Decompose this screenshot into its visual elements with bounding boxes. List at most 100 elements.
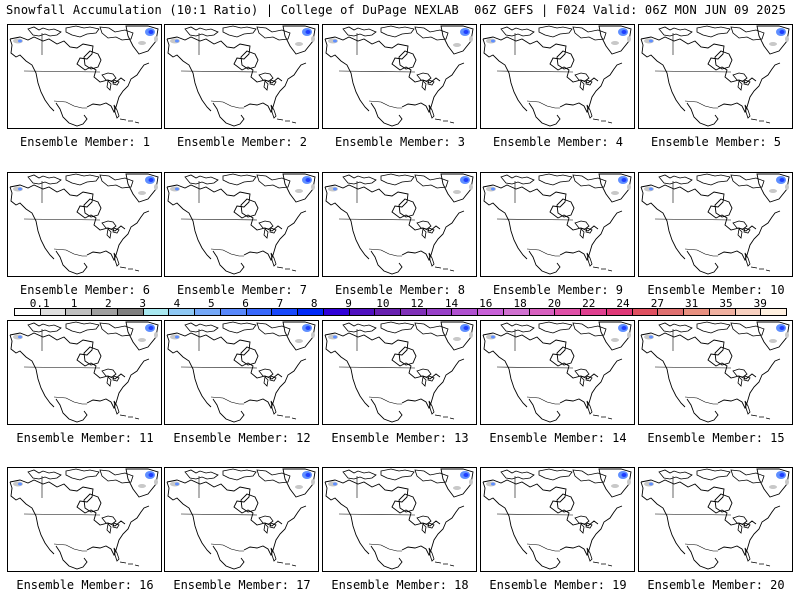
arctic-island: [27, 322, 62, 333]
snowfall-greenland-heavy: [779, 178, 785, 182]
snowfall-greenland-heavy: [463, 30, 469, 34]
ensemble-member-map: [322, 467, 477, 572]
northern-coastline: [324, 479, 441, 527]
us-canada-border: [180, 366, 258, 369]
us-canada-border: [180, 513, 258, 516]
colorbar-swatch: [245, 308, 273, 316]
snowfall-greenland-light: [469, 332, 473, 338]
snowfall-alaska-moderate: [491, 187, 495, 191]
hudson-bay: [240, 198, 259, 218]
snowfall-alaska-moderate: [18, 187, 22, 191]
ensemble-member-map: [322, 24, 477, 129]
colorbar-tick-label: 20: [547, 297, 562, 310]
arctic-island: [414, 174, 449, 189]
snowfall-greenland-heavy: [621, 30, 627, 34]
us-canada-border: [23, 218, 101, 221]
arctic-island: [222, 321, 257, 334]
florida: [113, 400, 120, 415]
ensemble-member-label: Ensemble Member: 17: [173, 578, 311, 592]
hudson-bay: [556, 198, 575, 218]
florida: [428, 252, 435, 267]
snowfall-greenland-light: [769, 485, 777, 489]
colorbar-tick-label: 35: [719, 297, 733, 310]
snowfall-alaska-moderate: [18, 39, 22, 43]
mexico-coastline: [55, 398, 88, 423]
snowfall-alaska-moderate: [18, 335, 22, 339]
ensemble-member-map: [7, 467, 162, 572]
greenland-outline: [598, 468, 632, 498]
northern-coastline: [482, 332, 599, 380]
great-lakes: [732, 515, 751, 534]
snowfall-alaska-moderate: [491, 335, 495, 339]
snowfall-greenland-light: [627, 36, 631, 42]
arctic-island: [658, 469, 693, 480]
snowfall-greenland-heavy: [779, 473, 785, 477]
hudson-bay: [240, 50, 259, 70]
mexico-coastline: [528, 250, 561, 275]
ensemble-member-label: Ensemble Member: 18: [331, 578, 469, 592]
east-coastline: [243, 505, 307, 557]
snowfall-greenland-light: [785, 184, 789, 190]
snowfall-greenland-light: [769, 339, 777, 343]
snowfall-greenland-light: [311, 332, 315, 338]
arctic-island: [27, 469, 62, 480]
snowfall-alaska-moderate: [175, 335, 179, 339]
east-coastline: [86, 358, 150, 410]
ensemble-member-label: Ensemble Member: 15: [647, 431, 785, 445]
us-mexico-border: [210, 248, 244, 257]
snowfall-greenland-light: [785, 36, 789, 42]
caribbean-islands: [276, 266, 297, 272]
arctic-island: [538, 25, 573, 38]
great-lakes: [574, 368, 593, 387]
caribbean-islands: [119, 118, 140, 124]
ensemble-member-label: Ensemble Member: 11: [16, 431, 154, 445]
us-mexico-border: [684, 248, 718, 257]
model-run-info: 06Z GEFS | F024 Valid: 06Z MON JUN 09 20…: [474, 3, 786, 17]
arctic-island: [500, 26, 535, 37]
snowfall-greenland-heavy: [148, 30, 154, 34]
mexico-coastline: [212, 398, 245, 423]
colorbar-tick-label: 1: [70, 297, 78, 310]
us-canada-border: [23, 366, 101, 369]
north-america-map: [9, 25, 159, 127]
us-canada-border: [496, 513, 574, 516]
arctic-island: [380, 173, 415, 186]
arctic-island: [572, 322, 607, 337]
snowfall-greenland-light: [154, 36, 158, 42]
us-mexico-border: [684, 100, 718, 109]
great-lakes: [101, 72, 120, 91]
mexico-coastline: [370, 398, 403, 423]
great-lakes: [258, 72, 277, 91]
snowfall-greenland-light: [138, 41, 146, 45]
hudson-bay: [398, 50, 417, 70]
arctic-island: [538, 468, 573, 481]
ensemble-member-map: [322, 320, 477, 425]
snowfall-greenland-light: [295, 189, 303, 193]
east-coastline: [559, 210, 623, 262]
florida: [586, 400, 593, 415]
caribbean-islands: [119, 414, 140, 420]
north-america-map: [324, 321, 474, 423]
arctic-island: [184, 174, 219, 185]
snowfall-greenland-heavy: [305, 30, 311, 34]
ensemble-member-map: [7, 172, 162, 277]
northern-coastline: [9, 184, 126, 232]
greenland-outline: [598, 321, 632, 351]
arctic-island: [256, 322, 291, 337]
hudson-bay: [240, 493, 259, 513]
florida: [744, 252, 751, 267]
north-america-map: [9, 173, 159, 275]
north-america-map: [482, 321, 632, 423]
colorbar-swatch: [65, 308, 93, 316]
snowfall-greenland-heavy: [148, 473, 154, 477]
arctic-island: [730, 322, 765, 337]
hudson-bay: [83, 346, 102, 366]
ensemble-member-map: [480, 467, 635, 572]
north-america-map: [482, 173, 632, 275]
colorbar-tick-label: 39: [753, 297, 767, 310]
caribbean-islands: [119, 561, 140, 567]
ensemble-member-map: [164, 172, 319, 277]
north-america-map: [482, 468, 632, 570]
snowfall-greenland-heavy: [305, 178, 311, 182]
ensemble-member-label: Ensemble Member: 2: [176, 135, 308, 149]
